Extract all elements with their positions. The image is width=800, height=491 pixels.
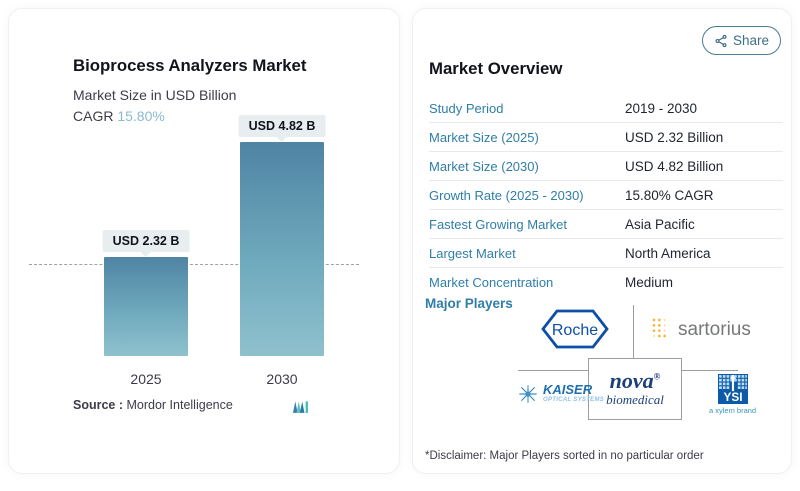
svg-text:Roche: Roche bbox=[552, 322, 598, 339]
svg-text:YSI: YSI bbox=[723, 391, 742, 404]
